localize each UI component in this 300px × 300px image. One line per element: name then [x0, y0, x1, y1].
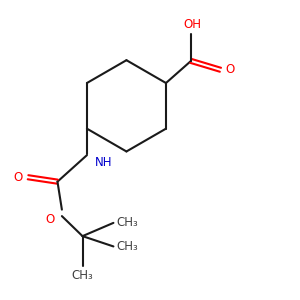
Text: NH: NH	[95, 156, 113, 169]
Text: CH₃: CH₃	[72, 269, 93, 282]
Text: O: O	[226, 63, 235, 76]
Text: CH₃: CH₃	[116, 216, 138, 230]
Text: CH₃: CH₃	[116, 240, 138, 253]
Text: O: O	[14, 171, 23, 184]
Text: OH: OH	[184, 18, 202, 31]
Text: O: O	[45, 213, 55, 226]
